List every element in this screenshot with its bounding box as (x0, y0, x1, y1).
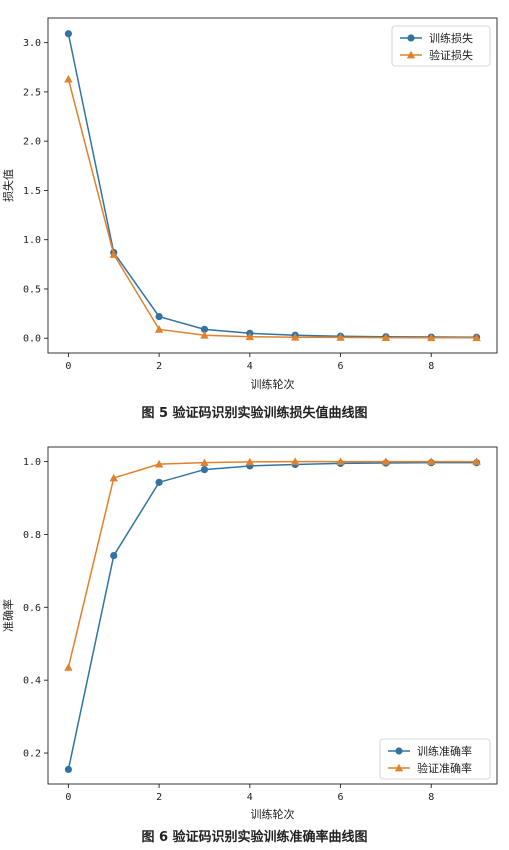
y-tick-label: 1.0 (23, 235, 41, 246)
x-tick-label: 0 (65, 361, 71, 372)
data-point (381, 457, 391, 465)
y-tick-label: 0.2 (23, 749, 41, 760)
data-point (64, 765, 73, 774)
legend-marker (407, 34, 415, 42)
data-point (245, 332, 255, 341)
series-line-2 (67, 78, 477, 339)
chart-caption-2: 图 6 验证码识别实验训练准确率曲线图 (141, 830, 368, 845)
data-point (200, 331, 209, 339)
legend-box (391, 25, 491, 67)
y-tick-label: 1.5 (23, 186, 41, 197)
data-point (64, 30, 73, 38)
data-point (200, 325, 209, 333)
x-tick-label: 2 (156, 792, 162, 803)
plot-frame (47, 446, 498, 785)
chart-caption-1: 图 5 验证码识别实验训练损失值曲线图 (141, 406, 368, 421)
y-tick-label: 2.5 (23, 87, 41, 98)
data-point (109, 250, 118, 258)
legend-label: 训练准确率 (417, 744, 472, 758)
data-point (154, 459, 164, 468)
data-point (200, 465, 209, 474)
legend-marker (406, 50, 416, 59)
legend-marker (395, 747, 403, 755)
data-point (155, 312, 163, 321)
data-point (336, 457, 345, 465)
data-point (290, 333, 300, 341)
data-point (109, 473, 118, 482)
x-tick-label: 6 (338, 792, 344, 803)
series-line-1 (67, 33, 477, 338)
data-point (64, 74, 73, 83)
y-tick-label: 0.6 (23, 603, 41, 614)
chart-1: 0 2 4 6 8 0.0 0.5 1.0 1.5 2.0 2.5 3.0 训练轮次 损失值 训练损失验证损… (1, 17, 498, 391)
y-axis-title: 准确率 (1, 599, 15, 632)
data-point (245, 457, 255, 466)
series-line-1 (67, 461, 477, 770)
data-point (110, 551, 118, 560)
data-point (336, 333, 345, 341)
x-axis-title: 训练轮次 (251, 377, 295, 391)
x-tick-label: 2 (156, 361, 162, 372)
y-tick-label: 0.5 (23, 284, 41, 295)
data-point (427, 333, 436, 342)
data-point (200, 458, 209, 467)
x-tick-label: 4 (247, 792, 253, 803)
data-point (155, 478, 163, 486)
x-tick-label: 0 (65, 792, 71, 803)
series-line-2 (67, 460, 477, 668)
x-tick-label: 6 (338, 361, 344, 372)
data-point (64, 663, 73, 671)
legend-label: 训练损失 (429, 31, 473, 45)
legend-box (379, 738, 491, 780)
y-axis-title: 损失值 (1, 169, 15, 202)
data-point (154, 325, 164, 333)
legend-marker (394, 763, 404, 772)
x-axis-title: 训练轮次 (251, 807, 295, 821)
y-tick-label: 0.8 (23, 530, 41, 541)
y-tick-label: 2.0 (23, 137, 41, 148)
y-tick-label: 3.0 (23, 38, 41, 49)
x-tick-label: 4 (247, 361, 253, 372)
data-point (472, 333, 481, 342)
plot-frame (47, 17, 498, 354)
data-point (427, 457, 436, 465)
data-point (472, 457, 481, 465)
legend-label: 验证准确率 (417, 761, 472, 775)
x-tick-label: 8 (428, 792, 434, 803)
legend-label: 验证损失 (429, 48, 473, 62)
data-point (381, 333, 391, 341)
y-tick-label: 1.0 (23, 457, 41, 468)
data-point (290, 457, 300, 465)
x-tick-label: 8 (428, 361, 434, 372)
y-tick-label: 0.0 (23, 334, 41, 345)
y-tick-label: 0.4 (23, 676, 41, 687)
